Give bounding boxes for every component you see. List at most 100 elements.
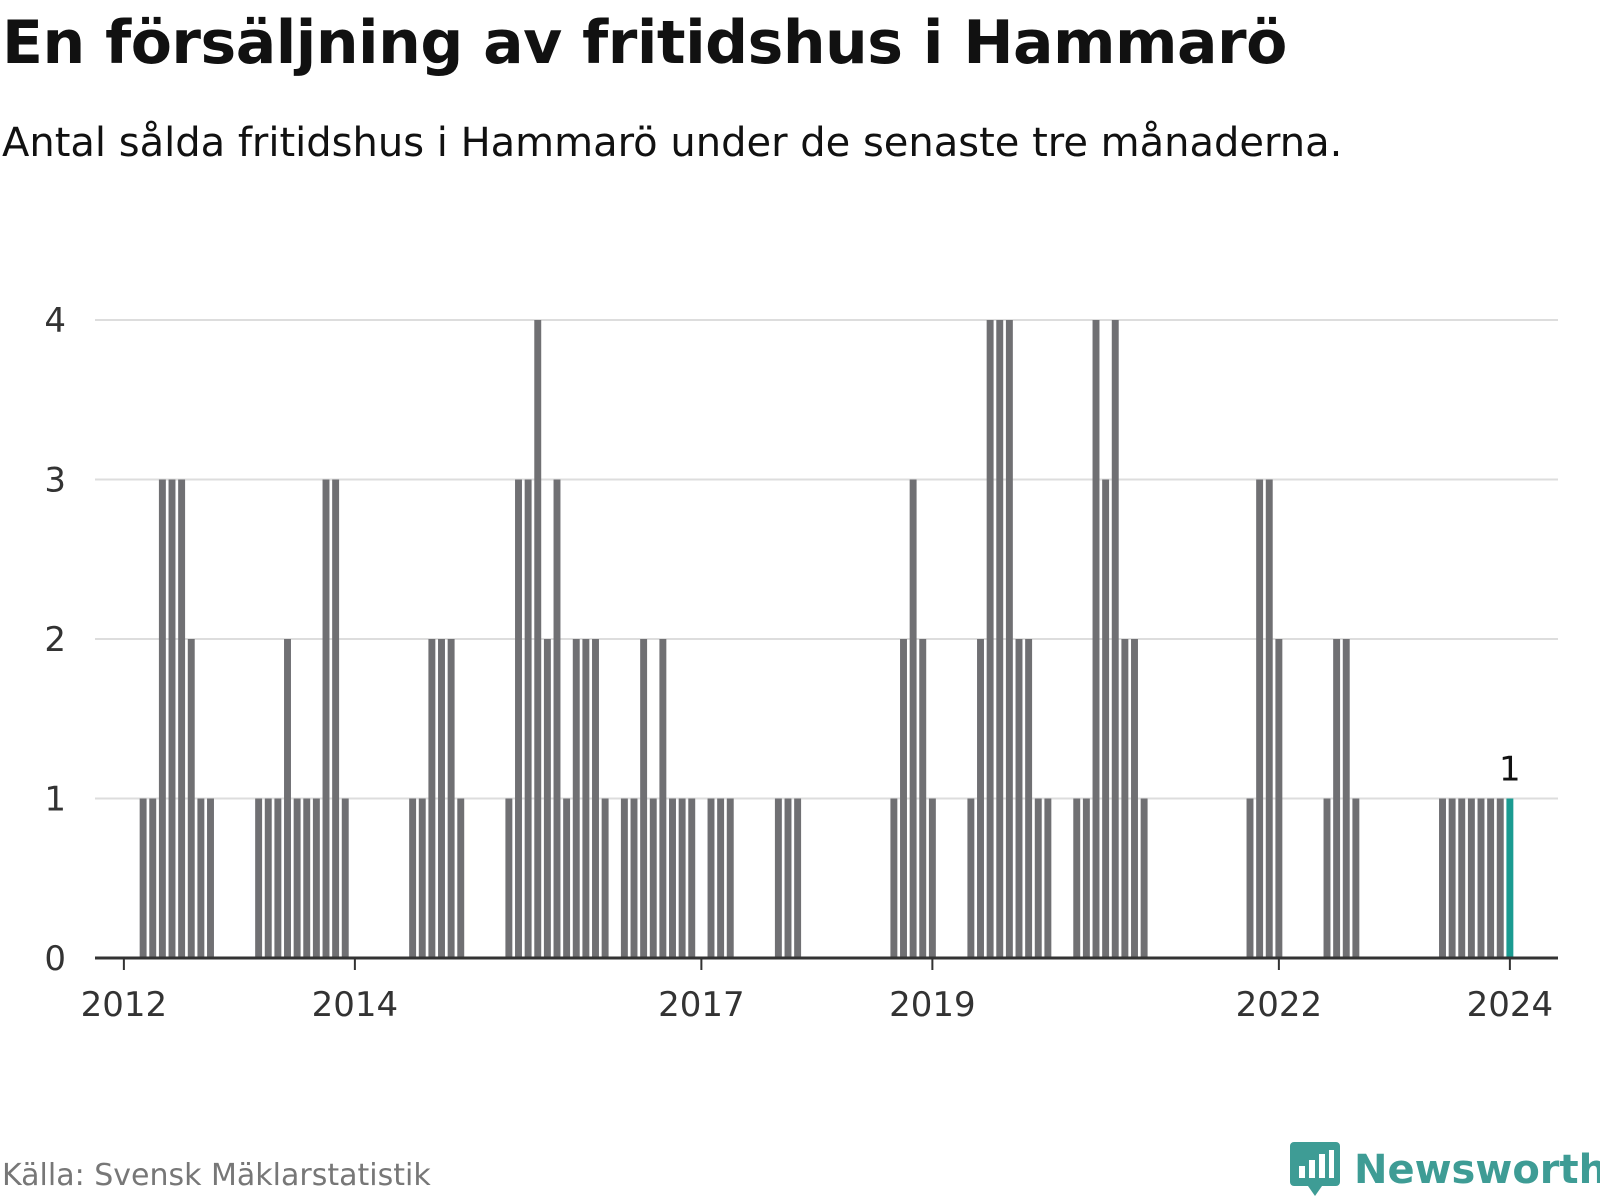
bar: [1131, 639, 1138, 958]
bar: [592, 639, 599, 958]
bar: [1448, 798, 1456, 958]
bar: [322, 479, 330, 958]
bar: [1082, 798, 1090, 958]
bar: [572, 639, 580, 958]
bar: [149, 798, 157, 958]
bar: [1458, 798, 1466, 958]
bar: [967, 798, 975, 958]
bar: [620, 798, 628, 958]
bar: [649, 798, 657, 958]
bar: [332, 479, 340, 958]
bar: [168, 479, 176, 958]
bar: [312, 798, 320, 958]
bar: [919, 639, 927, 958]
bar: [1275, 639, 1283, 958]
y-tick-label: 0: [44, 939, 66, 979]
bar: [1439, 798, 1446, 958]
bar: [1496, 798, 1504, 958]
bar: [457, 798, 465, 958]
newsworthy-chart-icon: [1290, 1142, 1340, 1196]
x-tick-label: 2019: [889, 985, 976, 1025]
bar: [255, 798, 263, 958]
bar: [1467, 798, 1475, 958]
bar: [1025, 639, 1033, 958]
bar: [1256, 479, 1264, 958]
x-tick-label: 2022: [1236, 985, 1323, 1025]
bar: [601, 798, 609, 958]
bar: [1487, 798, 1495, 958]
bar: [515, 479, 522, 958]
bar: [563, 798, 571, 958]
data-label: 1: [1499, 750, 1521, 790]
bar: [774, 798, 782, 958]
bar: [669, 798, 676, 958]
bar: [688, 798, 696, 958]
bar: [438, 639, 445, 958]
bar: [1121, 639, 1129, 958]
bar: [1034, 798, 1042, 958]
bar: [900, 639, 907, 958]
brand-name: Newsworthy: [1354, 1147, 1600, 1193]
bar: [1333, 639, 1341, 958]
bar: [707, 798, 715, 958]
bar: [986, 320, 994, 958]
bar: [274, 798, 282, 958]
bar: [178, 479, 186, 958]
bar: [534, 320, 542, 958]
bar-chart: 0 1 2 3 4 1 2012 2014 2017 2019 2022 2024: [44, 301, 1558, 1025]
bar: [409, 798, 417, 958]
bar: [1073, 798, 1081, 958]
bar: [890, 798, 898, 958]
bar: [794, 798, 802, 958]
bar: [553, 479, 561, 958]
bar: [726, 798, 734, 958]
bar: [505, 798, 513, 958]
chart-subtitle: Antal sålda fritidshus i Hammarö under d…: [2, 120, 1343, 166]
bar: [303, 798, 311, 958]
y-tick-label: 4: [44, 301, 66, 341]
chart-title: En försäljning av fritidshus i Hammarö: [2, 8, 1287, 78]
bar: [158, 479, 166, 958]
bar: [582, 639, 590, 958]
bar: [524, 479, 532, 958]
x-tick-label: 2014: [312, 985, 399, 1025]
bar: [1005, 320, 1013, 958]
bar: [1506, 798, 1514, 958]
bar: [1140, 798, 1148, 958]
bar: [977, 639, 984, 958]
y-tick-label: 1: [44, 780, 66, 820]
bar: [1044, 798, 1052, 958]
bar: [909, 479, 917, 958]
bar: [1015, 639, 1023, 958]
bar: [418, 798, 426, 958]
bar: [928, 798, 936, 958]
bar: [1092, 320, 1100, 958]
bar: [784, 798, 792, 958]
newsworthy-logo: Newsworthy: [1290, 1142, 1600, 1198]
bar: [996, 320, 1004, 958]
source-note: Källa: Svensk Mäklarstatistik: [2, 1158, 431, 1193]
x-tick-label: 2017: [658, 985, 745, 1025]
bar: [1102, 479, 1110, 958]
bar: [543, 639, 551, 958]
bar: [1323, 798, 1331, 958]
bar: [1342, 639, 1350, 958]
bar: [447, 639, 455, 958]
bar: [1246, 798, 1254, 958]
bar: [1111, 320, 1119, 958]
bar: [678, 798, 686, 958]
bar: [197, 798, 205, 958]
bar: [640, 639, 648, 958]
x-tick-label: 2012: [81, 985, 168, 1025]
bar: [284, 639, 291, 958]
bar: [264, 798, 272, 958]
bar: [1477, 798, 1485, 958]
bar: [187, 639, 195, 958]
bar: [293, 798, 301, 958]
bar: [659, 639, 667, 958]
y-tick-label: 3: [44, 461, 66, 501]
y-tick-label: 2: [44, 620, 66, 660]
bar: [341, 798, 349, 958]
bar: [717, 798, 725, 958]
bar: [207, 798, 214, 958]
